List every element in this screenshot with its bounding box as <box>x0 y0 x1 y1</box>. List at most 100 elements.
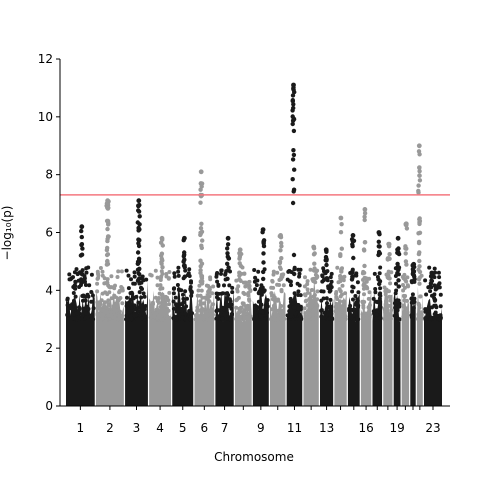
snp-point <box>279 256 284 261</box>
snp-point <box>313 302 318 307</box>
snp-point <box>195 305 200 310</box>
snp-point <box>174 306 179 311</box>
snp-point <box>159 307 164 312</box>
snp-point <box>80 317 84 321</box>
snp-point <box>132 313 137 318</box>
x-tick-label: 3 <box>133 421 141 435</box>
snp-point <box>277 260 283 266</box>
snp-point <box>395 271 400 276</box>
snp-point <box>279 240 284 246</box>
snp-point <box>124 313 129 318</box>
snp-point <box>377 244 382 249</box>
snp-point <box>276 297 281 302</box>
snp-point <box>254 314 259 319</box>
snp-point <box>84 266 89 271</box>
snp-point <box>79 271 85 277</box>
snp-point <box>334 317 339 322</box>
snp-point <box>129 316 134 321</box>
snp-point <box>134 294 139 299</box>
chromosome-14-points <box>333 215 348 406</box>
snp-point <box>353 294 358 298</box>
snp-point <box>337 311 342 315</box>
snp-point <box>378 286 383 291</box>
snp-point <box>91 317 96 322</box>
snp-point <box>324 296 329 301</box>
snp-point <box>184 304 189 309</box>
snp-point <box>396 284 401 289</box>
snp-point <box>264 310 269 315</box>
snp-point <box>297 283 302 288</box>
snp-point <box>196 288 201 293</box>
snp-point <box>79 242 84 248</box>
snp-point <box>105 277 110 282</box>
chromosome-16-points <box>360 207 372 406</box>
snp-point <box>199 221 204 226</box>
snp-point <box>412 277 417 282</box>
snp-point <box>279 304 284 308</box>
snp-point <box>305 279 310 284</box>
snp-point <box>228 317 233 322</box>
snp-point <box>378 305 383 310</box>
snp-point <box>95 289 100 294</box>
peak-snp-point <box>323 247 329 253</box>
snp-point <box>185 296 189 301</box>
snp-point <box>298 267 303 272</box>
snp-point <box>428 289 433 294</box>
snp-point <box>95 276 100 281</box>
snp-point <box>386 273 391 278</box>
snp-point <box>291 252 297 258</box>
snp-point <box>355 316 360 321</box>
snp-point <box>343 314 348 319</box>
snp-point <box>292 271 297 277</box>
snp-point <box>91 306 96 311</box>
x-tick-label: 9 <box>257 421 265 435</box>
snp-point <box>252 268 257 272</box>
snp-point <box>404 306 409 311</box>
snp-point <box>377 271 382 276</box>
snp-point <box>90 293 95 298</box>
snp-point <box>264 301 269 306</box>
snp-point <box>278 310 282 315</box>
snp-point <box>362 217 367 223</box>
snp-point <box>228 299 233 304</box>
snp-point <box>205 292 210 297</box>
snp-point <box>174 309 179 314</box>
snp-point <box>106 298 111 303</box>
snp-point <box>181 296 186 301</box>
snp-point <box>156 300 161 305</box>
snp-point <box>355 297 360 302</box>
snp-point <box>437 317 442 322</box>
peak-snp-point <box>237 247 243 253</box>
snp-point <box>158 283 163 288</box>
snp-point <box>176 287 181 292</box>
snp-point <box>86 307 90 312</box>
snp-point <box>115 308 120 313</box>
snp-point <box>209 312 213 317</box>
snp-point <box>404 226 410 231</box>
snp-point <box>118 296 123 300</box>
snp-point <box>328 288 333 293</box>
snp-point <box>305 287 310 292</box>
snp-point <box>341 299 346 304</box>
snp-point <box>181 292 185 297</box>
snp-point <box>100 316 105 320</box>
snp-point <box>120 301 125 306</box>
snp-point <box>261 241 266 246</box>
snp-point <box>289 283 293 288</box>
chromosome-1-points <box>65 224 96 406</box>
snp-point <box>308 267 313 272</box>
snp-point <box>350 289 355 294</box>
snp-point <box>176 265 181 270</box>
snp-point <box>402 272 407 277</box>
snp-point <box>290 98 295 104</box>
snp-point <box>275 282 280 287</box>
snp-point <box>198 226 204 231</box>
snp-point <box>417 217 422 222</box>
snp-point <box>89 272 94 277</box>
x-tick-label: 5 <box>179 421 187 435</box>
snp-point <box>246 291 251 295</box>
x-tick-label: 13 <box>319 421 334 435</box>
y-tick-label: 4 <box>45 283 53 297</box>
snp-point <box>225 303 230 308</box>
snp-point <box>411 306 416 310</box>
